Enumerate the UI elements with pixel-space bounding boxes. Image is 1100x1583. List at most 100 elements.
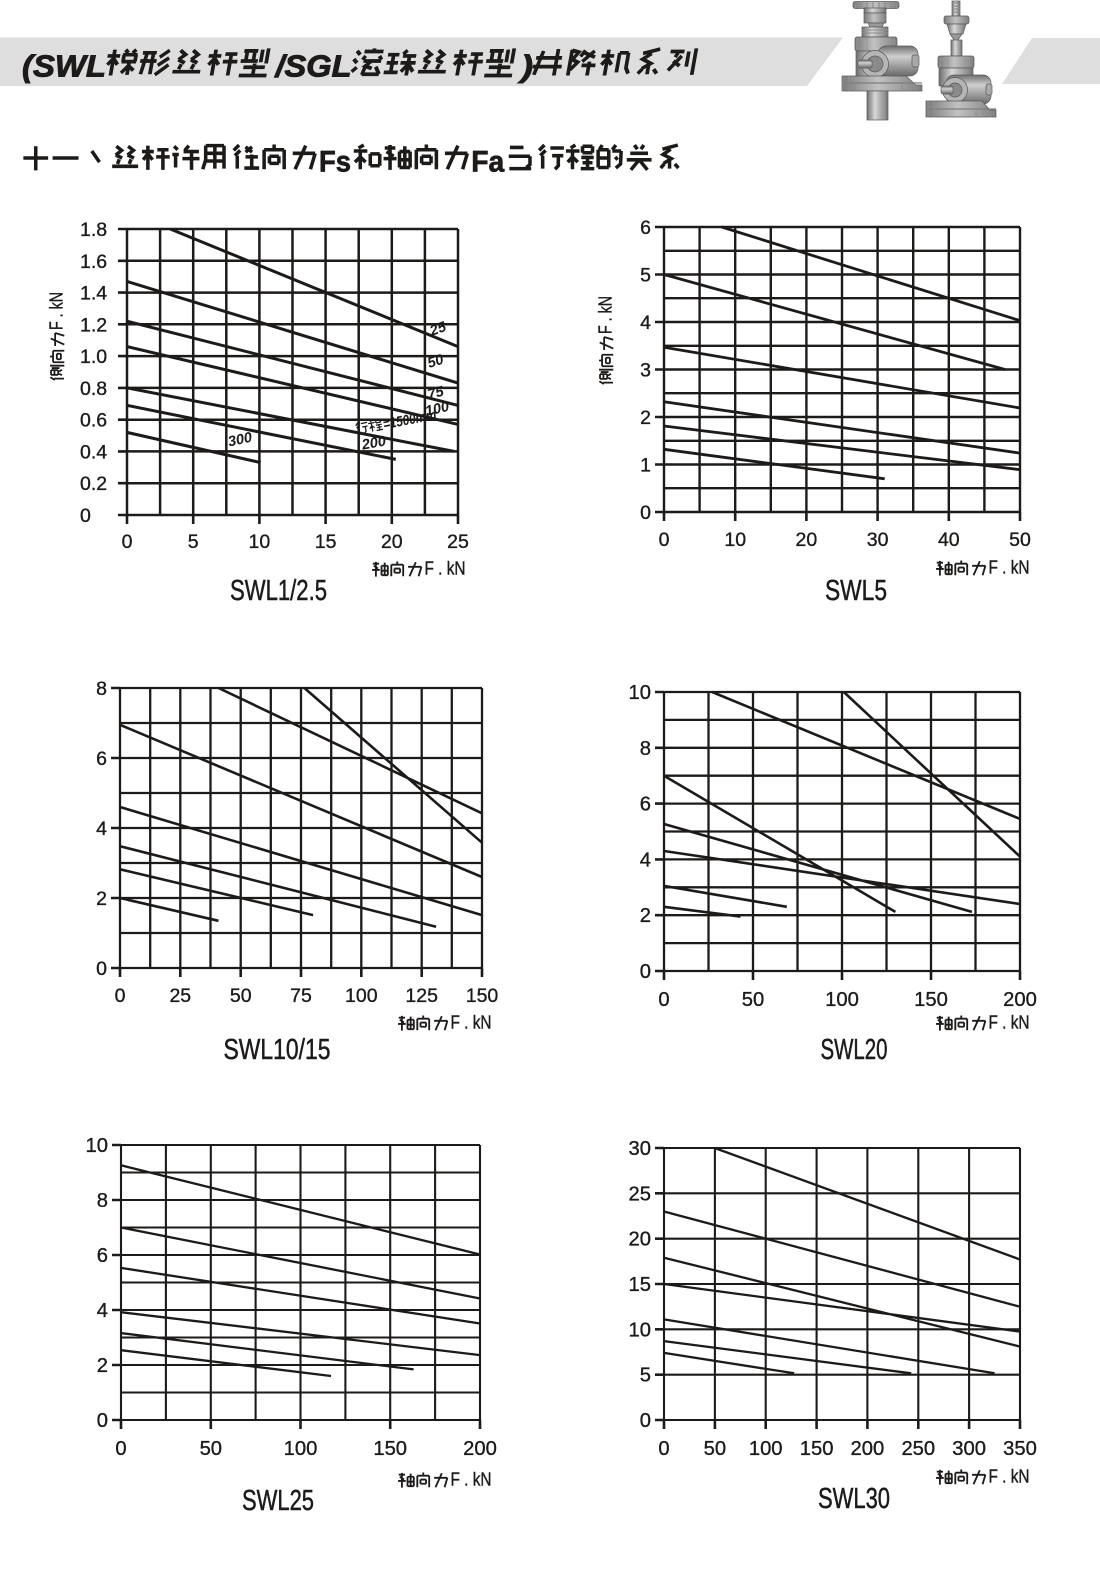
svg-text:0: 0 [659, 529, 670, 551]
svg-text:4: 4 [96, 818, 107, 840]
svg-text:1.4: 1.4 [80, 283, 107, 305]
svg-text:125: 125 [405, 985, 438, 1007]
svg-text:350: 350 [1003, 1438, 1037, 1460]
svg-text:SWL30: SWL30 [818, 1483, 890, 1515]
svg-text:10: 10 [249, 531, 271, 553]
svg-text:15: 15 [315, 531, 337, 553]
svg-text:2: 2 [640, 407, 651, 429]
svg-text:20: 20 [796, 529, 818, 551]
svg-text:8: 8 [96, 678, 107, 700]
svg-text:20: 20 [381, 531, 403, 553]
svg-text:10: 10 [629, 682, 651, 704]
svg-text:F . kN: F . kN [425, 558, 466, 579]
svg-text:Fa: Fa [471, 146, 505, 179]
svg-text:=1500mm: =1500mm [382, 407, 438, 433]
svg-text:10: 10 [86, 1135, 108, 1157]
svg-text:20: 20 [629, 1229, 651, 1251]
svg-text:SWL10/15: SWL10/15 [224, 1034, 331, 1066]
svg-text:SWL20: SWL20 [821, 1034, 888, 1066]
svg-text:F . kN: F . kN [989, 1466, 1030, 1487]
svg-text:F . kN: F . kN [47, 292, 67, 330]
svg-text:100: 100 [345, 985, 378, 1007]
svg-text:100: 100 [749, 1438, 783, 1460]
svg-text:50: 50 [704, 1438, 726, 1460]
svg-text:0: 0 [640, 961, 651, 983]
svg-text:0: 0 [80, 505, 91, 527]
svg-text:150: 150 [914, 989, 948, 1011]
svg-text:25: 25 [447, 531, 469, 553]
svg-text:3: 3 [640, 360, 651, 382]
svg-text:2: 2 [97, 1355, 108, 1377]
svg-text:/SGL: /SGL [273, 49, 351, 84]
svg-text:F . kN: F . kN [989, 557, 1030, 578]
svg-text:8: 8 [640, 738, 651, 760]
svg-text:6: 6 [96, 748, 107, 770]
svg-text:Fs: Fs [319, 146, 351, 179]
svg-text:F . kN: F . kN [989, 1012, 1030, 1033]
svg-text:0.8: 0.8 [80, 378, 107, 400]
svg-text:75: 75 [290, 985, 312, 1007]
svg-text:6: 6 [640, 217, 651, 239]
svg-text:0: 0 [640, 502, 651, 524]
svg-text:100: 100 [825, 989, 859, 1011]
svg-text:150: 150 [373, 1438, 407, 1460]
svg-text:10: 10 [724, 529, 746, 551]
svg-text:50: 50 [742, 989, 764, 1011]
svg-text:50: 50 [200, 1438, 222, 1460]
svg-text:25: 25 [629, 1183, 651, 1205]
svg-text:1.0: 1.0 [80, 346, 107, 368]
svg-text:0.2: 0.2 [80, 473, 107, 495]
svg-text:100: 100 [424, 399, 451, 420]
svg-text:200: 200 [851, 1438, 885, 1460]
svg-text:250: 250 [901, 1438, 935, 1460]
svg-text:8: 8 [97, 1190, 108, 1212]
svg-text:4: 4 [97, 1300, 108, 1322]
svg-text:F . kN: F . kN [451, 1469, 492, 1490]
svg-text:(SWL: (SWL [22, 49, 106, 84]
svg-text:SWL1/2.5: SWL1/2.5 [230, 575, 327, 607]
svg-text:15: 15 [629, 1274, 651, 1296]
svg-text:10: 10 [629, 1319, 651, 1341]
svg-text:300: 300 [952, 1438, 986, 1460]
svg-text:1.2: 1.2 [80, 314, 107, 336]
svg-text:6: 6 [97, 1245, 108, 1267]
svg-text:100: 100 [284, 1438, 318, 1460]
svg-text:0.4: 0.4 [80, 441, 107, 463]
svg-text:6: 6 [640, 794, 651, 816]
svg-text:F . kN: F . kN [596, 296, 616, 334]
svg-text:50: 50 [1009, 529, 1031, 551]
svg-text:2: 2 [96, 888, 107, 910]
svg-text:30: 30 [867, 529, 889, 551]
svg-text:0: 0 [115, 985, 126, 1007]
svg-text:200: 200 [360, 434, 388, 454]
svg-text:0.6: 0.6 [80, 410, 107, 432]
svg-text:25: 25 [169, 985, 191, 1007]
svg-text:1.8: 1.8 [80, 219, 107, 241]
svg-text:50: 50 [230, 985, 252, 1007]
svg-text:30: 30 [629, 1138, 651, 1160]
svg-text:): ) [518, 49, 533, 84]
svg-text:SWL5: SWL5 [825, 575, 887, 607]
svg-text:50: 50 [426, 352, 446, 372]
svg-text:150: 150 [466, 985, 499, 1007]
svg-text:5: 5 [640, 1365, 651, 1387]
svg-text:1.6: 1.6 [80, 251, 107, 273]
svg-text:150: 150 [800, 1438, 834, 1460]
svg-text:0: 0 [640, 1410, 651, 1432]
svg-text:2: 2 [640, 905, 651, 927]
svg-text:0: 0 [658, 1438, 669, 1460]
svg-text:F . kN: F . kN [451, 1012, 492, 1033]
svg-text:25: 25 [427, 319, 449, 340]
svg-text:4: 4 [640, 312, 651, 334]
svg-text:4: 4 [640, 849, 651, 871]
svg-text:300: 300 [227, 430, 254, 451]
svg-text:75: 75 [426, 383, 447, 403]
svg-text:0: 0 [115, 1438, 126, 1460]
svg-text:0: 0 [97, 1410, 108, 1432]
svg-text:SWL25: SWL25 [242, 1485, 314, 1517]
svg-text:40: 40 [938, 529, 960, 551]
svg-text:0: 0 [658, 989, 669, 1011]
svg-text:200: 200 [463, 1438, 497, 1460]
svg-text:5: 5 [640, 265, 651, 287]
svg-text:200: 200 [1003, 989, 1037, 1011]
